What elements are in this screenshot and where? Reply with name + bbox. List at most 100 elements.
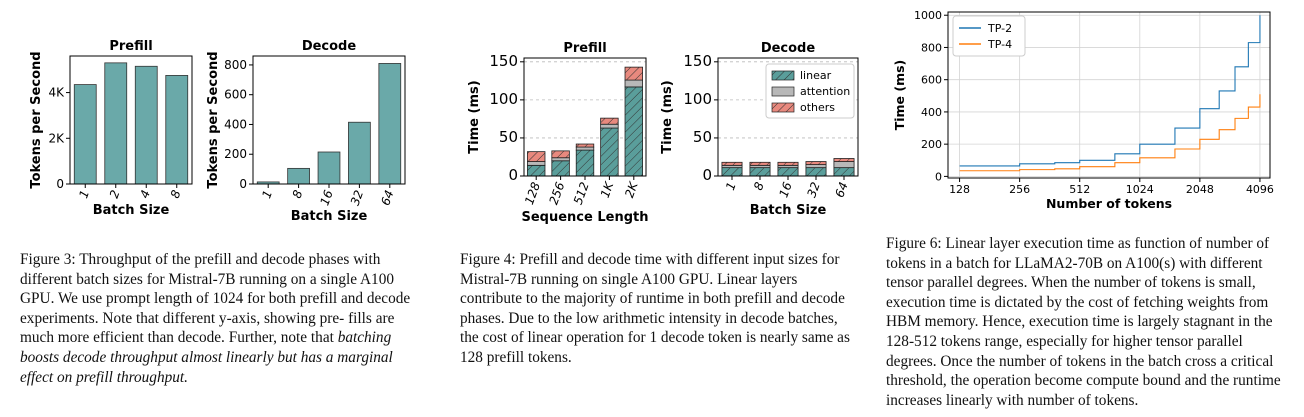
bar-segment-linear xyxy=(777,167,799,177)
y-tick-label: 0 xyxy=(239,177,247,191)
bar-segment-linear xyxy=(805,167,827,177)
x-tick-label: 8 xyxy=(168,188,184,200)
axes-frame xyxy=(523,57,647,177)
x-tick-label: 1024 xyxy=(1126,183,1154,196)
x-tick-label: 128 xyxy=(522,180,543,207)
bar-segment-others xyxy=(777,161,799,166)
axes-frame xyxy=(947,11,1271,179)
x-tick-label: 8 xyxy=(751,180,767,192)
bar-segment-linear xyxy=(624,86,643,177)
chart-fig3-prefill: Prefill 1 2 4 8 0 2K 4K Tokens per Second Batch S… xyxy=(29,39,193,218)
x-tick-label: 256 xyxy=(1009,183,1030,196)
y-tick-label: 2K xyxy=(48,131,65,145)
y-tick-label: 150 xyxy=(489,52,518,70)
bar-segment-attention xyxy=(575,146,595,151)
y-axis-label: Time (ms) xyxy=(467,80,482,153)
chart-fig4-prefill: Prefill 128 256 512 1K 2K 0 50 100 150 Time (ms) Se… xyxy=(467,41,649,225)
legend-label-others: others xyxy=(800,101,835,114)
bar xyxy=(287,167,310,185)
bar-segment-others xyxy=(527,151,546,162)
bar-segment-others xyxy=(600,117,619,125)
bar-segment-others xyxy=(749,161,771,166)
bar-segment-linear xyxy=(721,167,743,177)
bar-segment-linear xyxy=(575,149,595,177)
y-tick-label: 0 xyxy=(508,166,518,184)
x-tick-label: 128 xyxy=(949,183,970,196)
x-tick-label: 1 xyxy=(259,188,275,200)
x-tick-label: 2048 xyxy=(1186,183,1214,196)
bar-segment-attention xyxy=(805,164,827,169)
bar-segment-linear xyxy=(833,167,855,177)
bar-segment-others xyxy=(551,150,570,159)
figure-3-caption-emphasis: batching boosts decode throughput almost… xyxy=(20,329,393,386)
x-tick-label: 1K xyxy=(598,179,617,199)
y-axis-label: Tokens per Second xyxy=(206,51,221,188)
bar-segment-attention xyxy=(833,161,855,169)
y-tick-label: 200 xyxy=(224,147,247,161)
x-axis-label: Sequence Length xyxy=(522,210,649,225)
x-tick-label: 64 xyxy=(378,188,396,207)
x-tick-label: 2K xyxy=(622,179,641,199)
axes-frame xyxy=(252,55,406,185)
axes-frame xyxy=(717,57,859,177)
x-tick-label: 512 xyxy=(1069,183,1090,196)
y-tick-label: 100 xyxy=(489,90,518,108)
bar xyxy=(317,151,341,185)
bar-segment-others xyxy=(805,161,827,165)
series-line-tp-4 xyxy=(959,94,1261,172)
figure-3-caption: Figure 3: Throughput of the prefill and … xyxy=(20,250,424,387)
x-tick-label: 4 xyxy=(137,188,153,200)
y-tick-label: 200 xyxy=(921,138,942,151)
x-tick-label: 1 xyxy=(723,180,739,192)
figure-3-caption-text: Figure 3: Throughput of the prefill and … xyxy=(20,251,411,347)
legend-swatch-others xyxy=(771,102,795,113)
x-tick-label: 16 xyxy=(776,180,795,199)
bar-segment-attention xyxy=(600,123,619,129)
bar xyxy=(378,63,402,185)
x-tick-label: 32 xyxy=(804,180,822,199)
figure-4-caption-text: Figure 4: Prefill and decode time with d… xyxy=(460,251,850,366)
y-tick-label: 50 xyxy=(499,128,518,146)
bar xyxy=(73,84,97,185)
x-axis-label: Batch Size xyxy=(750,203,827,218)
y-tick-label: 800 xyxy=(224,58,247,72)
y-axis-label: Time (ms) xyxy=(892,60,907,131)
chart-title: Decode xyxy=(302,39,357,54)
legend-label-linear: linear xyxy=(800,69,832,82)
x-tick-label: 512 xyxy=(571,180,592,206)
x-tick-label: 2 xyxy=(107,188,123,200)
axes-frame xyxy=(69,55,193,185)
y-tick-label: 0 xyxy=(56,177,64,191)
y-tick-label: 4K xyxy=(48,86,65,100)
chart-title: Decode xyxy=(761,41,816,56)
bar-segment-attention xyxy=(624,79,643,88)
x-tick-label: 256 xyxy=(546,180,567,207)
chart-fig6: 128 256 512 1024 2048 4096 0 200 400 600 800 1000 Nu… xyxy=(892,9,1274,211)
bar xyxy=(165,75,189,185)
chart-fig4-decode: Decode 1 8 16 32 64 0 50 100 150 Time (ms) Batch Si… xyxy=(660,41,859,218)
figure-3: Prefill 1 2 4 8 0 2K 4K Tokens per Second Batch S… xyxy=(0,0,420,240)
bar-segment-linear xyxy=(527,164,546,177)
y-tick-label: 1000 xyxy=(914,9,942,22)
chart-title: Prefill xyxy=(563,41,606,56)
figure-6-caption-text: Figure 6: Linear layer execution time as… xyxy=(886,235,1281,409)
y-tick-label: 600 xyxy=(224,88,247,102)
bar xyxy=(134,65,158,185)
bar-segment-linear xyxy=(551,160,570,177)
figure-4-caption: Figure 4: Prefill and decode time with d… xyxy=(460,250,860,368)
figure-6: 128 256 512 1024 2048 4096 0 200 400 600 800 1000 Nu… xyxy=(880,0,1304,230)
series-line-tp-2 xyxy=(959,15,1261,167)
x-tick-label: 8 xyxy=(290,188,306,200)
bar-segment-others xyxy=(833,158,855,162)
y-tick-label: 800 xyxy=(921,41,942,54)
legend-label-tp-2: TP-2 xyxy=(987,22,1012,35)
bar-segment-others xyxy=(721,161,743,166)
x-tick-label: 16 xyxy=(317,188,336,207)
legend-swatch-attention xyxy=(771,86,795,97)
bar-segment-linear xyxy=(600,127,619,177)
y-axis-label: Time (ms) xyxy=(660,80,675,153)
y-axis-label: Tokens per Second xyxy=(29,51,44,188)
bar-segment-linear xyxy=(749,167,771,177)
x-tick-label: 32 xyxy=(348,188,366,207)
